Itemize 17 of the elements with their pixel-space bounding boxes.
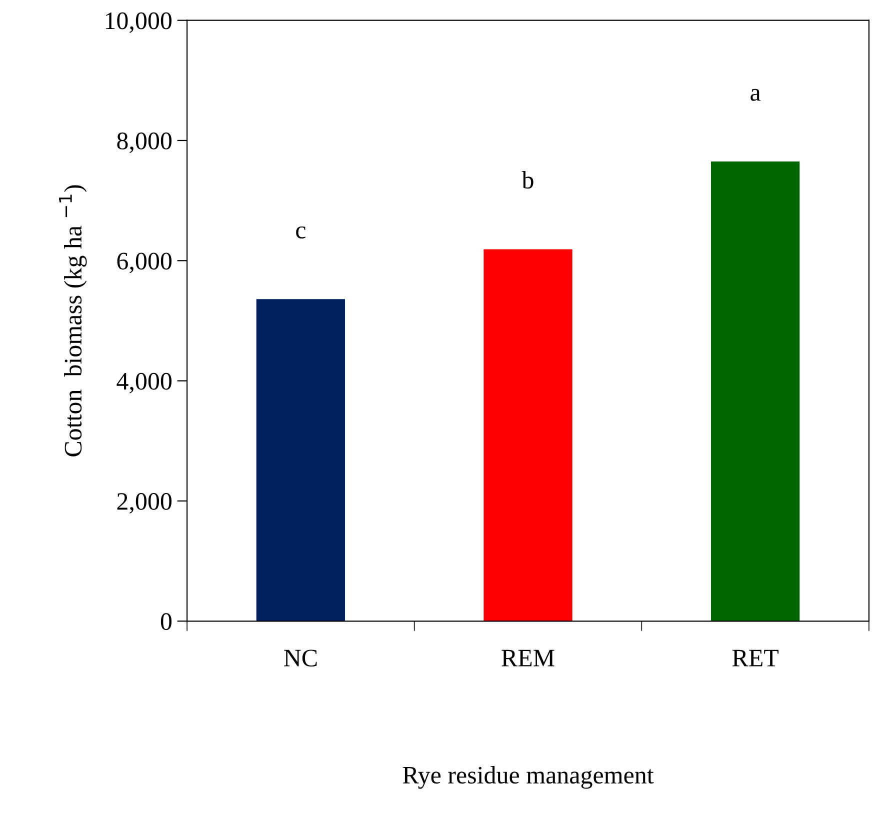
y-tick-label: 2,000: [117, 493, 172, 514]
x-tick-label: NC: [284, 650, 317, 667]
y-tick-label: 0: [160, 613, 172, 630]
y-tick-label: 6,000: [117, 252, 172, 274]
x-axis-title: Rye residue management: [402, 766, 654, 789]
annotation: b: [522, 171, 534, 189]
y-tick-label: 4,000: [116, 372, 172, 394]
bar: [710, 162, 800, 622]
bar: [484, 249, 572, 622]
annotation: c: [296, 226, 306, 238]
y-tick-label: 8,000: [117, 132, 172, 154]
bar: [256, 299, 346, 622]
annotation: a: [750, 88, 760, 101]
y-axis-title: Cotton biomass (kg ha $^{−1}$): [59, 185, 87, 456]
y-tick-label: 10,000: [106, 12, 172, 33]
x-tick-label: REM: [502, 650, 554, 666]
x-tick-label: RET: [732, 650, 778, 666]
